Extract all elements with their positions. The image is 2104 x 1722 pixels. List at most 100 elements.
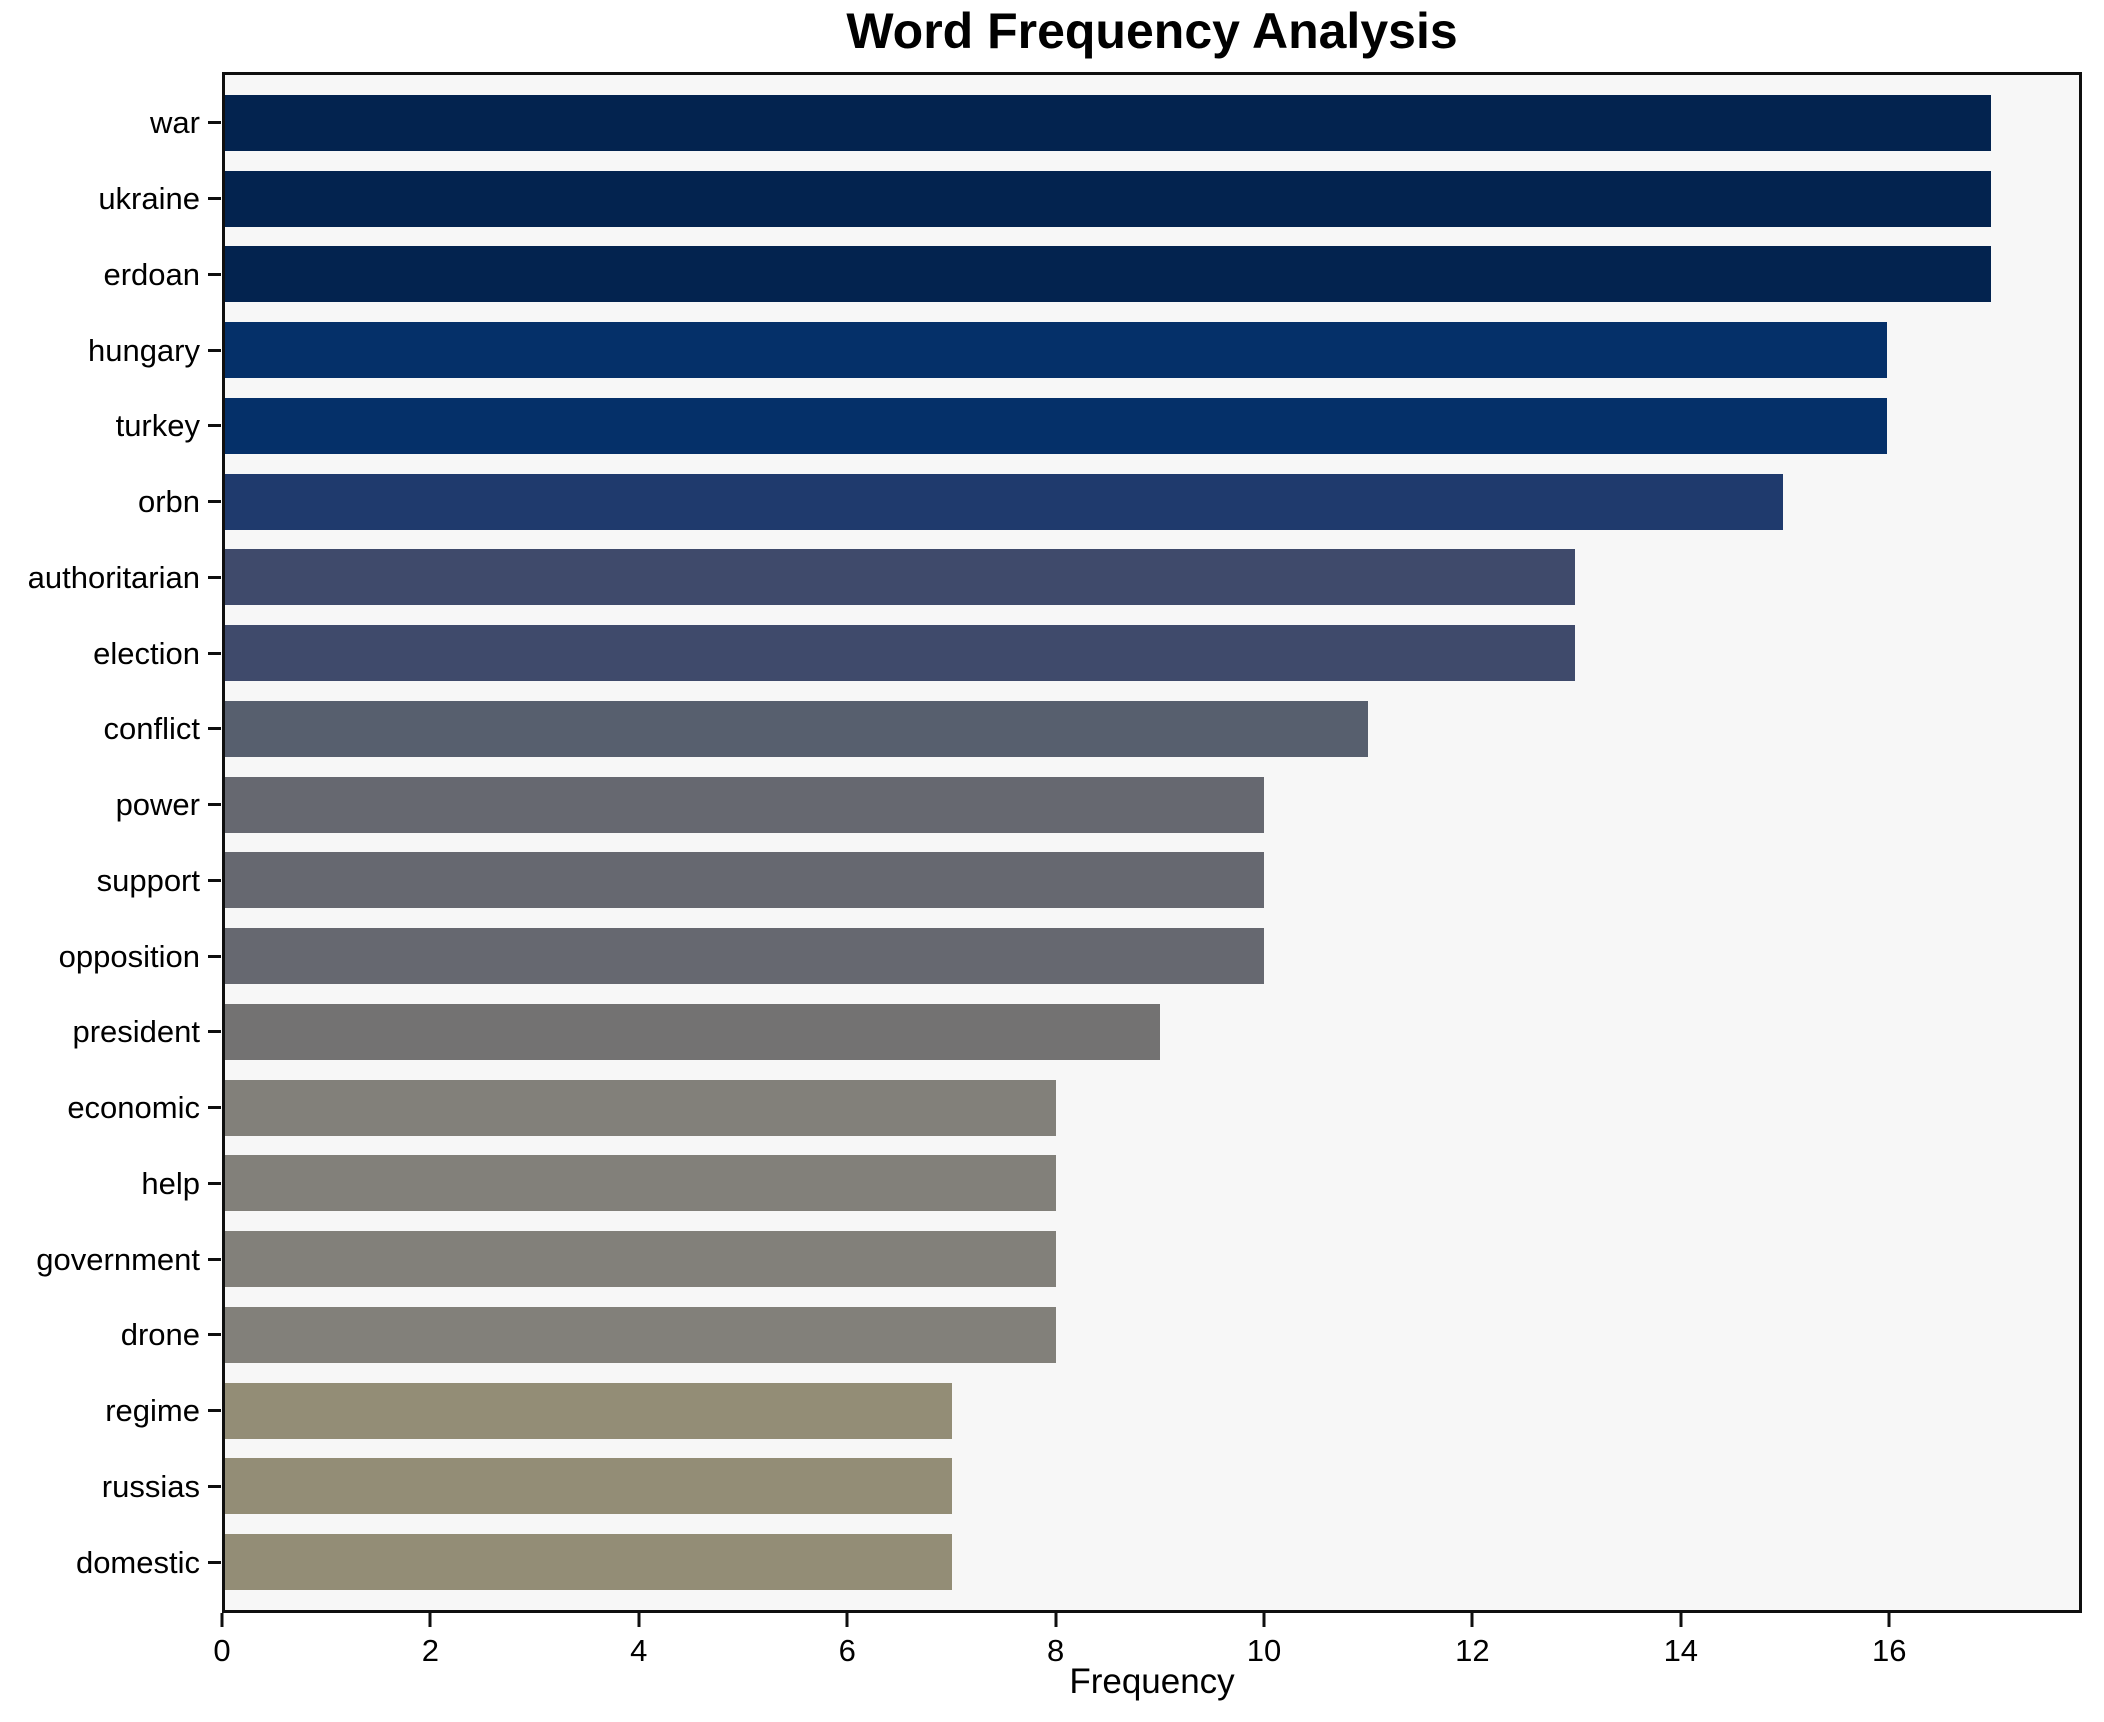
y-tick-label: economic: [67, 1090, 200, 1126]
bar: [225, 246, 1991, 303]
x-axis: 0 2 4 6 8 10 12 14 16: [213, 1613, 2082, 1683]
bar: [225, 1534, 953, 1591]
y-tick-label: hungary: [87, 332, 200, 368]
bar: [225, 549, 1576, 606]
y-tick-mark: [208, 500, 221, 504]
bar: [225, 700, 1368, 757]
bar: [225, 94, 1991, 151]
bar: [225, 1003, 1160, 1060]
bar: [225, 625, 1576, 682]
x-tick-label: 14: [1663, 1633, 1699, 1668]
y-tick-mark: [208, 651, 221, 655]
y-tick-label: russias: [101, 1468, 200, 1504]
y-tick-mark: [208, 575, 221, 579]
bar: [225, 852, 1264, 909]
y-tick-label: government: [36, 1241, 200, 1277]
x-tick-mark: [637, 1613, 641, 1627]
bar: [225, 1306, 1056, 1363]
bar-rows: war ukraine erdoan hungary turkey orbn authori…: [28, 75, 2079, 1610]
bar-row: orbn: [138, 464, 2079, 540]
y-tick-label: opposition: [58, 938, 200, 974]
x-tick-label: 10: [1246, 1633, 1282, 1668]
bar-row: government: [36, 1221, 2079, 1297]
x-tick-mark: [1679, 1613, 1683, 1627]
y-tick-mark: [208, 1257, 221, 1261]
bar: [225, 776, 1264, 833]
y-tick-mark: [208, 1484, 221, 1488]
bar-row: authoritarian: [28, 540, 2079, 616]
y-tick-label: president: [72, 1014, 200, 1050]
bar: [225, 1458, 953, 1515]
x-tick-mark: [1262, 1613, 1266, 1627]
bar-row: domestic: [76, 1524, 2079, 1600]
bar: [225, 1079, 1056, 1136]
bar: [225, 928, 1264, 985]
y-tick-mark: [208, 878, 221, 882]
x-tick-label: 8: [1046, 1633, 1065, 1668]
bar-row: support: [97, 843, 2079, 919]
x-tick-label: 16: [1871, 1633, 1907, 1668]
y-tick-label: ukraine: [98, 181, 200, 217]
y-tick-mark: [208, 424, 221, 428]
bar: [225, 1155, 1056, 1212]
x-tick-mark: [845, 1613, 849, 1627]
y-tick-mark: [208, 1030, 221, 1034]
x-tick-mark: [220, 1613, 224, 1627]
bar-row: conflict: [104, 691, 2079, 767]
x-tick-label: 12: [1455, 1633, 1490, 1668]
y-tick-mark: [208, 803, 221, 807]
bar: [225, 170, 1991, 227]
bar-row: election: [93, 615, 2079, 691]
x-tick-label: 6: [838, 1633, 856, 1668]
bar-row: economic: [67, 1070, 2079, 1146]
y-tick-mark: [208, 197, 221, 201]
bar-row: hungary: [88, 312, 2079, 388]
bar-row: war: [150, 85, 2079, 161]
plot-area: war ukraine erdoan hungary turkey orbn authori…: [28, 72, 2082, 1613]
x-tick-label: 4: [630, 1633, 648, 1668]
y-tick-label: election: [93, 635, 200, 671]
y-tick-mark: [208, 1181, 221, 1185]
y-tick-label: drone: [120, 1317, 200, 1353]
y-tick-label: conflict: [103, 711, 200, 747]
bar: [225, 397, 1887, 454]
chart-title: Word Frequency Analysis: [846, 3, 1458, 59]
y-tick-label: regime: [105, 1393, 200, 1429]
y-tick-label: war: [150, 105, 200, 141]
bar: [225, 1231, 1056, 1288]
y-tick-mark: [208, 272, 221, 276]
y-tick-label: power: [115, 787, 200, 823]
x-tick-mark: [428, 1613, 432, 1627]
bar-row: opposition: [59, 918, 2079, 994]
bar: [225, 473, 1783, 530]
bar-row: regime: [105, 1373, 2079, 1449]
x-tick-mark: [1470, 1613, 1474, 1627]
bar-row: help: [141, 1146, 2079, 1222]
y-tick-mark: [208, 727, 221, 731]
x-axis-label: Frequency: [1069, 1662, 1235, 1701]
y-tick-label: turkey: [115, 408, 200, 444]
y-tick-mark: [208, 954, 221, 958]
bar-row: russias: [102, 1449, 2079, 1525]
y-tick-label: orbn: [137, 484, 200, 520]
x-tick-label: 0: [213, 1633, 231, 1668]
y-tick-mark: [208, 121, 221, 125]
x-tick-mark: [1887, 1613, 1891, 1627]
bar-row: drone: [121, 1297, 2079, 1373]
y-tick-mark: [208, 1560, 221, 1564]
y-tick-label: authoritarian: [27, 559, 200, 595]
y-tick-mark: [208, 1333, 221, 1337]
y-tick-mark: [208, 1409, 221, 1413]
x-tick-label: 2: [421, 1633, 440, 1668]
bar: [225, 322, 1887, 379]
bar-row: power: [116, 767, 2079, 843]
y-tick-label: domestic: [75, 1544, 200, 1580]
y-tick-label: help: [141, 1165, 200, 1201]
bar: [225, 1382, 953, 1439]
bar-row: ukraine: [98, 161, 2079, 237]
x-tick-mark: [1054, 1613, 1058, 1627]
bar-row: turkey: [116, 388, 2079, 464]
y-tick-label: erdoan: [103, 256, 200, 292]
y-tick-mark: [208, 1106, 221, 1110]
